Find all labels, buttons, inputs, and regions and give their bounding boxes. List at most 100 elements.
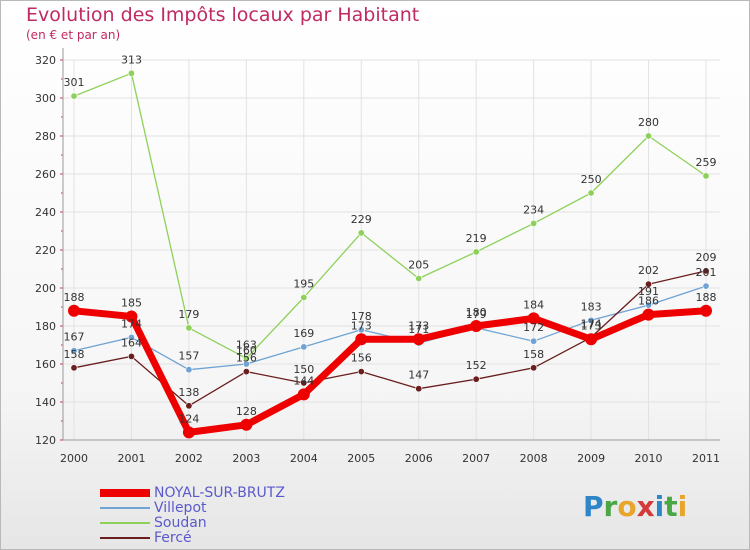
data-point-ferc- [300, 379, 308, 387]
data-point-noyal-sur-brutz [470, 320, 483, 332]
x-tick-label: 2009 [577, 452, 605, 465]
data-label-noyal-sur-brutz: 173 [408, 319, 429, 332]
data-label-villepot: 178 [351, 310, 372, 323]
y-tick-label: 120 [35, 434, 56, 447]
data-point-noyal-sur-brutz [585, 333, 598, 346]
series-line-noyal-sur-brutz [70, 307, 710, 436]
data-point-villepot [645, 301, 653, 309]
data-label-ferc-: 138 [178, 386, 199, 399]
data-label-villepot: 167 [64, 331, 85, 344]
logo-letter: o [617, 490, 637, 523]
data-label-soudan: 250 [581, 173, 602, 186]
data-label-villepot: 183 [581, 300, 602, 313]
x-tick-label: 2005 [347, 452, 375, 465]
series-line-ferc- [73, 270, 707, 407]
legend-label-noyal: NOYAL-SUR-BRUTZ [154, 485, 285, 501]
data-point-villepot [530, 337, 538, 345]
x-tick-label: 2007 [462, 452, 490, 465]
data-point-noyal-sur-brutz [412, 333, 425, 346]
data-label-soudan: 229 [351, 213, 372, 226]
data-label-soudan: 280 [638, 116, 659, 129]
logo-letter: i [654, 490, 665, 523]
chart-title: Evolution des Impôts locaux par Habitant [26, 4, 420, 26]
data-label-soudan: 195 [293, 278, 314, 291]
data-label-noyal-sur-brutz: 184 [523, 298, 544, 311]
legend-label-ferce: Fercé [154, 530, 192, 546]
logo-letter: P [583, 490, 604, 523]
x-tick-label: 2001 [117, 452, 145, 465]
data-point-noyal-sur-brutz [700, 304, 712, 317]
data-label-noyal-sur-brutz: 186 [638, 295, 659, 308]
data-label-noyal-sur-brutz: 124 [178, 412, 199, 425]
data-point-soudan [185, 324, 193, 332]
data-point-ferc- [645, 280, 653, 288]
data-label-villepot: 179 [466, 308, 487, 321]
data-point-villepot [300, 343, 308, 351]
data-label-ferc-: 174 [581, 317, 602, 330]
legend-item-villepot: Villepot [100, 500, 400, 516]
data-point-ferc- [127, 352, 135, 360]
data-point-noyal-sur-brutz [240, 418, 253, 431]
data-label-villepot: 174 [121, 317, 142, 330]
data-point-noyal-sur-brutz [355, 333, 368, 346]
logo-letter: r [603, 490, 618, 523]
data-label-noyal-sur-brutz: 180 [466, 306, 487, 319]
data-point-ferc- [242, 368, 250, 376]
y-tick-label: 160 [35, 358, 56, 371]
data-point-soudan [357, 229, 365, 237]
data-label-soudan: 219 [466, 232, 487, 245]
data-label-villepot: 160 [236, 344, 257, 357]
data-label-noyal-sur-brutz: 188 [64, 291, 85, 304]
data-label-ferc-: 147 [408, 369, 429, 382]
x-tick-label: 2011 [692, 452, 720, 465]
series-line-soudan [73, 72, 707, 359]
legend-label-soudan: Soudan [154, 515, 207, 531]
legend-item-noyal: NOYAL-SUR-BRUTZ [100, 485, 400, 501]
data-label-soudan: 259 [696, 156, 717, 169]
data-label-noyal-sur-brutz: 185 [121, 297, 142, 310]
legend-item-soudan: Soudan [100, 515, 400, 531]
legend-swatch-noyal [100, 489, 150, 497]
y-tick-label: 180 [35, 320, 56, 333]
data-point-villepot [70, 347, 78, 355]
x-tick-label: 2002 [175, 452, 203, 465]
data-label-soudan: 179 [178, 308, 199, 321]
legend-swatch-ferce [100, 537, 150, 539]
data-point-noyal-sur-brutz [642, 308, 655, 321]
x-tick-label: 2004 [290, 452, 318, 465]
logo-letter: i [677, 490, 688, 523]
data-label-ferc-: 150 [293, 363, 314, 376]
data-label-villepot: 201 [696, 266, 717, 279]
data-label-villepot: 171 [408, 323, 429, 336]
data-point-soudan [127, 69, 135, 77]
data-point-ferc- [702, 267, 710, 275]
data-point-soudan [242, 354, 250, 362]
data-label-villepot: 169 [293, 327, 314, 340]
data-label-villepot: 157 [178, 350, 199, 363]
data-label-ferc-: 152 [466, 359, 487, 372]
data-point-noyal-sur-brutz [68, 304, 80, 317]
data-label-ferc-: 164 [121, 336, 142, 349]
proxiti-logo: Proxiti [583, 490, 687, 523]
y-tick-label: 200 [35, 282, 56, 295]
data-point-soudan [70, 92, 78, 100]
y-tick-label: 220 [35, 244, 56, 257]
y-tick-label: 280 [35, 130, 56, 143]
data-label-soudan: 301 [64, 76, 85, 89]
x-tick-label: 2000 [60, 452, 88, 465]
data-point-noyal-sur-brutz [182, 426, 195, 439]
chart-subtitle: (en € et par an) [26, 28, 121, 42]
legend-swatch-soudan [100, 522, 150, 524]
data-label-villepot: 172 [523, 321, 544, 334]
data-label-noyal-sur-brutz: 173 [351, 319, 372, 332]
legend-label-villepot: Villepot [154, 500, 207, 516]
data-point-soudan [702, 172, 710, 180]
data-point-soudan [300, 293, 308, 301]
data-label-ferc-: 202 [638, 264, 659, 277]
data-point-ferc- [415, 385, 423, 393]
data-point-soudan [645, 132, 653, 140]
x-tick-label: 2008 [520, 452, 548, 465]
legend-item-ferce: Fercé [100, 530, 400, 546]
